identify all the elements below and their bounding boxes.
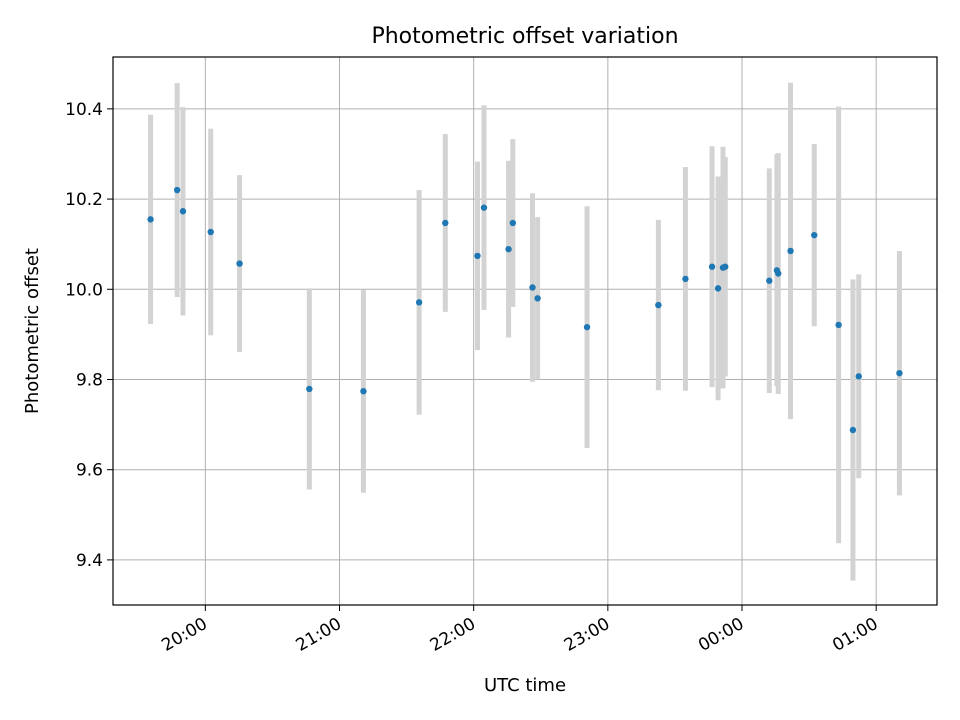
data-point	[173, 186, 181, 194]
data-point	[534, 295, 541, 302]
data-point	[179, 208, 187, 215]
y-axis-ticks: 9.4 9.6 9.8 10.0 10.2 10.4	[65, 100, 113, 571]
data-point	[849, 426, 857, 434]
data-point	[896, 369, 903, 377]
data-point	[480, 204, 488, 211]
y-tick-label: 9.6	[76, 461, 103, 481]
data-point	[775, 270, 782, 277]
data-point	[714, 285, 722, 292]
data-point	[474, 252, 481, 260]
data-point	[583, 323, 591, 331]
data-point	[147, 216, 154, 223]
data-point	[682, 275, 689, 283]
x-axis-label: UTC time	[484, 675, 566, 696]
data-point	[811, 231, 818, 239]
y-axis-label: Photometric offset	[22, 248, 43, 414]
data-point	[509, 219, 517, 227]
data-point	[787, 247, 794, 255]
y-tick-label: 9.8	[76, 370, 103, 390]
data-point	[505, 245, 512, 253]
data-point	[415, 299, 423, 306]
data-point	[855, 373, 862, 380]
y-tick-label: 10.4	[65, 100, 103, 120]
data-point	[655, 301, 662, 309]
data-points	[147, 186, 903, 434]
data-point	[207, 228, 214, 236]
data-point	[360, 388, 367, 395]
chart-title: Photometric offset variation	[371, 24, 678, 49]
data-point	[708, 263, 716, 270]
y-tick-label: 10.2	[65, 190, 103, 210]
data-point	[306, 385, 313, 393]
data-point	[236, 260, 243, 267]
y-tick-label: 9.4	[76, 551, 103, 571]
grid-lines	[113, 57, 937, 605]
data-point	[722, 263, 729, 270]
data-point	[442, 219, 449, 227]
y-tick-label: 10.0	[65, 280, 103, 300]
data-point	[529, 284, 536, 291]
data-point	[766, 277, 773, 284]
plot-frame	[112, 56, 938, 606]
data-point	[835, 321, 842, 329]
